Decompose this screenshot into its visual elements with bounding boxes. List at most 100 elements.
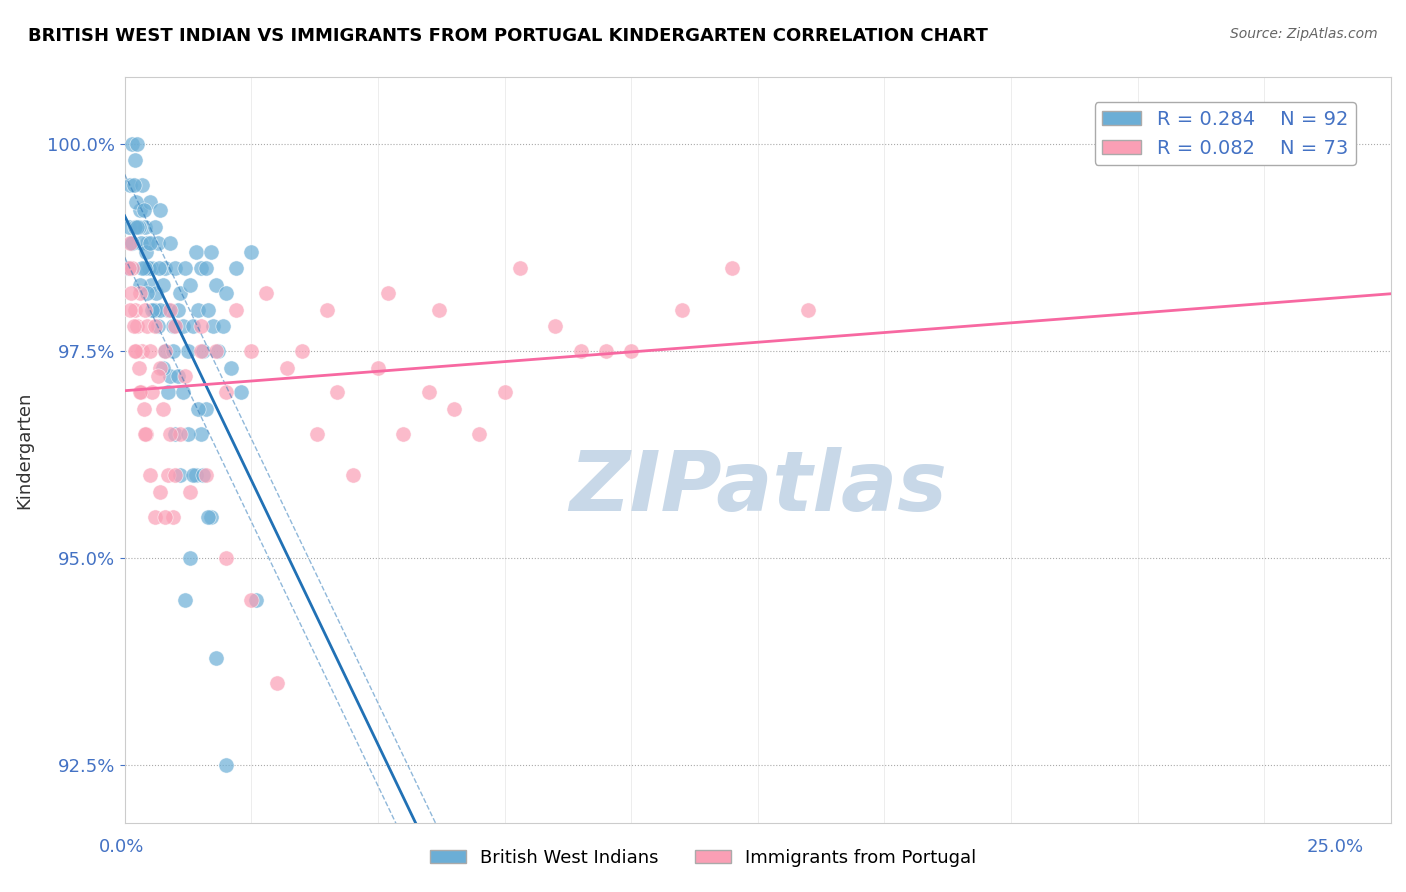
Point [443,402,465,417]
Point [219,360,242,375]
Point [153,343,176,358]
Point [128,203,150,218]
Point [169,426,191,441]
Point [118,236,141,251]
Point [225,261,247,276]
Point [166,302,188,317]
Point [204,343,226,358]
Point [177,426,200,441]
Point [141,261,163,276]
Point [135,244,157,259]
Point [124,302,146,317]
Point [190,261,212,276]
Point [120,236,142,251]
Point [184,468,207,483]
Point [569,343,592,358]
Point [153,261,176,276]
Point [671,302,693,317]
Point [427,302,450,317]
Point [418,385,440,400]
Point [148,261,170,276]
Point [595,343,617,358]
Point [169,285,191,300]
Point [316,302,339,317]
Point [240,244,263,259]
Point [194,468,217,483]
Text: 25.0%: 25.0% [1306,838,1364,856]
Point [179,551,201,566]
Point [190,343,212,358]
Point [165,261,187,276]
Point [139,194,162,209]
Point [159,426,181,441]
Point [225,302,247,317]
Point [149,302,172,317]
Point [125,194,148,209]
Point [190,426,212,441]
Point [162,509,184,524]
Point [129,385,152,400]
Text: 0.0%: 0.0% [98,838,143,856]
Point [326,385,349,400]
Point [149,484,172,499]
Point [162,319,184,334]
Point [367,360,389,375]
Point [177,343,200,358]
Point [134,261,156,276]
Text: Source: ZipAtlas.com: Source: ZipAtlas.com [1230,27,1378,41]
Point [159,302,181,317]
Point [165,319,187,334]
Point [179,277,201,292]
Point [291,343,314,358]
Point [342,468,364,483]
Point [149,360,172,375]
Point [191,468,214,483]
Text: BRITISH WEST INDIAN VS IMMIGRANTS FROM PORTUGAL KINDERGARTEN CORRELATION CHART: BRITISH WEST INDIAN VS IMMIGRANTS FROM P… [28,27,988,45]
Point [307,426,329,441]
Point [468,426,491,441]
Point [165,468,187,483]
Point [125,343,148,358]
Point [172,385,194,400]
Point [115,261,138,276]
Point [200,509,222,524]
Point [139,236,162,251]
Point [136,285,159,300]
Point [181,468,204,483]
Point [146,236,169,251]
Point [181,319,204,334]
Text: ZIPatlas: ZIPatlas [569,447,946,528]
Point [169,468,191,483]
Point [145,285,167,300]
Point [174,592,197,607]
Point [166,368,188,383]
Point [146,368,169,383]
Point [127,136,149,151]
Point [212,319,235,334]
Point [141,385,163,400]
Point [797,302,820,317]
Point [121,136,143,151]
Point [153,509,176,524]
Point [172,319,194,334]
Point [132,402,155,417]
Point [128,219,150,234]
Point [240,343,263,358]
Point [266,675,288,690]
Point [143,219,166,234]
Point [276,360,298,375]
Point [118,302,141,317]
Point [215,758,238,772]
Point [215,385,238,400]
Point [128,285,150,300]
Point [721,261,744,276]
Point [138,261,160,276]
Point [134,302,156,317]
Point [143,302,166,317]
Point [118,219,141,234]
Point [122,178,145,193]
Point [134,426,156,441]
Point [152,402,174,417]
Point [494,385,516,400]
Legend: R = 0.284    N = 92, R = 0.082    N = 73: R = 0.284 N = 92, R = 0.082 N = 73 [1095,102,1355,165]
